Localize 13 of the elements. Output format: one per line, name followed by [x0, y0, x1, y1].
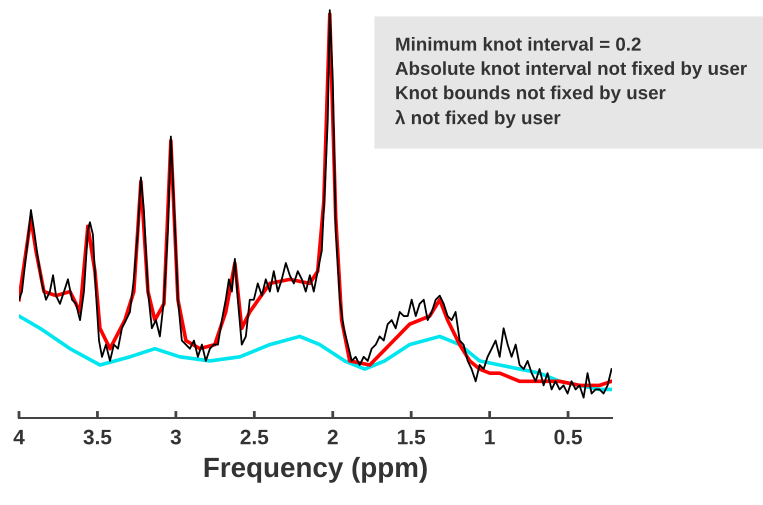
x-tick-label: 1 — [485, 430, 495, 444]
x-tick-label: 4 — [14, 430, 25, 444]
annotation: Knot bounds not fixed by user — [396, 86, 666, 104]
x-axis-title: Frequency (ppm) — [204, 456, 427, 483]
x-tick-label: 3 — [170, 430, 181, 444]
annotation: Minimum knot interval = 0.2 — [396, 37, 641, 51]
annotation: Absolute knot interval not fixed by user — [395, 61, 747, 79]
x-tick-label: 1.5 — [398, 430, 426, 444]
x-tick-label: 2.5 — [240, 430, 268, 444]
x-tick-label: 3.5 — [83, 430, 112, 444]
x-tick-label: 2 — [328, 430, 338, 444]
x-tick-label: 0.5 — [554, 430, 582, 444]
annotation: λ not fixed by user — [395, 110, 560, 128]
